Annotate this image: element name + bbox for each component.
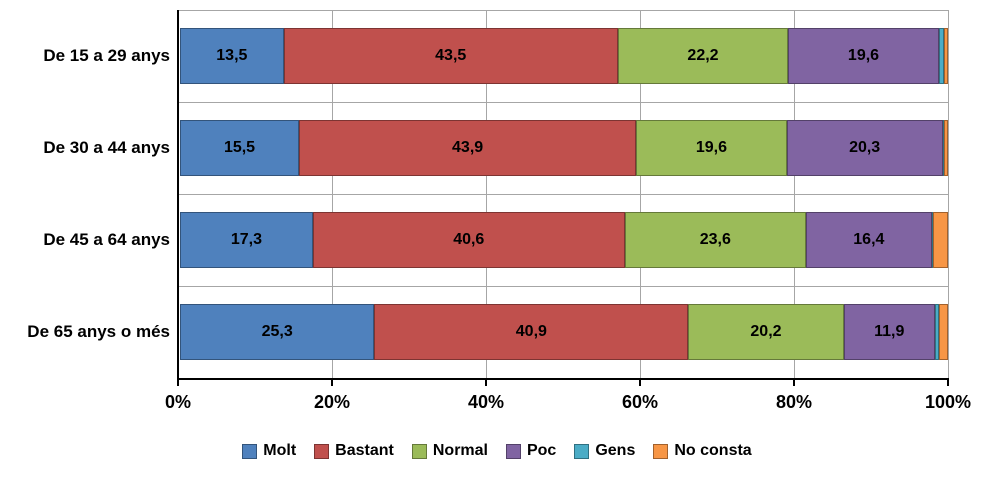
- segment-value-label: 43,5: [435, 47, 467, 64]
- legend-label: Gens: [595, 442, 636, 459]
- x-axis: 0% 20% 40% 60% 80% 100%: [0, 392, 994, 416]
- bar-segment-normal: 22,2: [617, 28, 789, 84]
- bar-row: De 15 a 29 anys 13,5 43,5 22,2 19,6: [0, 10, 948, 102]
- bar-segment-poc: 19,6: [788, 28, 939, 84]
- segment-value-label: 23,6: [699, 231, 731, 248]
- segment-value-label: 16,4: [853, 231, 885, 248]
- axis-tick: [947, 380, 949, 386]
- bar-segment-poc: 16,4: [805, 212, 932, 268]
- plot-rows: De 15 a 29 anys 13,5 43,5 22,2 19,6 De 30 a 4…: [0, 10, 948, 378]
- x-axis-line: [177, 378, 949, 380]
- bar-segment-gens: [931, 212, 934, 268]
- gridline-horizontal: [178, 194, 948, 195]
- segment-value-label: 25,3: [261, 323, 293, 340]
- bar-segment-gens: [942, 120, 945, 176]
- segment-value-label: 22,2: [687, 47, 719, 64]
- x-tick-label: 80%: [775, 392, 813, 412]
- segment-value-label: 13,5: [216, 47, 248, 64]
- bar-segment-normal: 20,2: [688, 304, 844, 360]
- bar-segment-normal: 23,6: [624, 212, 806, 268]
- segment-value-label: 17,3: [230, 231, 262, 248]
- bar-segment-molt: 13,5: [180, 28, 284, 84]
- category-label: De 65 anys o més: [27, 322, 170, 341]
- legend-item-poc: Poc: [505, 442, 557, 460]
- legend-item-no-consta: No consta: [653, 442, 752, 460]
- gridline-horizontal: [178, 10, 948, 11]
- bar-segment-molt: 17,3: [180, 212, 313, 268]
- segment-value-label: 11,9: [874, 323, 905, 340]
- segment-value-label: 19,6: [847, 47, 880, 64]
- legend-label: Bastant: [335, 442, 394, 459]
- legend-item-gens: Gens: [574, 442, 635, 460]
- bar-segment-gens: [934, 304, 939, 360]
- gridline-horizontal: [178, 102, 948, 103]
- legend-label: No consta: [674, 442, 752, 459]
- bar-row: De 65 anys o més 25,3 40,9 20,2 11,9: [0, 286, 948, 378]
- bar-segment-no-consta: [933, 212, 948, 268]
- stacked-bar: 15,5 43,9 19,6 20,3: [180, 120, 948, 176]
- stacked-bar: 17,3 40,6 23,6 16,4: [180, 212, 948, 268]
- stacked-bar: 25,3 40,9 20,2 11,9: [180, 304, 948, 360]
- gridline-vertical: [948, 10, 949, 379]
- bar-segment-normal: 19,6: [636, 120, 787, 176]
- bar-segment-bastant: 43,5: [283, 28, 618, 84]
- x-tick-label: 40%: [467, 392, 505, 412]
- legend-swatch: [574, 443, 590, 459]
- segment-value-label: 20,2: [750, 323, 782, 340]
- bar-track: 15,5 43,9 19,6 20,3: [180, 102, 948, 194]
- segment-value-label: 43,9: [452, 139, 484, 156]
- bar-segment-gens: [938, 28, 945, 84]
- axis-tick: [177, 380, 179, 386]
- bar-segment-bastant: 43,9: [299, 120, 637, 176]
- segment-value-label: 20,3: [849, 139, 881, 156]
- bar-segment-poc: 11,9: [843, 304, 935, 360]
- legend-swatch: [411, 443, 427, 459]
- bar-row: De 30 a 44 anys 15,5 43,9 19,6 20,3: [0, 102, 948, 194]
- axis-tick: [331, 380, 333, 386]
- bar-segment-no-consta: [944, 120, 948, 176]
- legend-swatch: [653, 443, 669, 459]
- stacked-bar: 13,5 43,5 22,2 19,6: [180, 28, 948, 84]
- legend-label: Normal: [432, 442, 488, 459]
- segment-value-label: 40,9: [515, 323, 547, 340]
- legend-item-molt: Molt: [242, 442, 296, 460]
- axis-tick: [793, 380, 795, 386]
- bar-segment-molt: 15,5: [180, 120, 300, 176]
- legend-item-bastant: Bastant: [314, 442, 394, 460]
- legend-label: Poc: [526, 442, 557, 459]
- category-label: De 45 a 64 anys: [43, 230, 170, 249]
- legend-label: Molt: [263, 442, 297, 459]
- legend-swatch: [314, 443, 330, 459]
- y-axis-line: [177, 10, 179, 380]
- bar-track: 25,3 40,9 20,2 11,9: [180, 286, 948, 378]
- x-tick-label: 20%: [313, 392, 351, 412]
- segment-value-label: 40,6: [453, 231, 485, 248]
- segment-value-label: 19,6: [695, 139, 727, 156]
- bar-segment-poc: 20,3: [786, 120, 943, 176]
- bar-segment-bastant: 40,6: [312, 212, 625, 268]
- category-label: De 30 a 44 anys: [43, 138, 170, 157]
- legend-item-normal: Normal: [411, 442, 488, 460]
- bar-track: 13,5 43,5 22,2 19,6: [180, 10, 948, 102]
- axis-tick: [485, 380, 487, 386]
- category-label: De 15 a 29 anys: [43, 46, 170, 65]
- bar-segment-molt: 25,3: [180, 304, 375, 360]
- x-tick-label: 100%: [924, 392, 972, 412]
- axis-tick: [639, 380, 641, 386]
- legend: Molt Bastant Normal Poc Gens No consta: [0, 442, 994, 460]
- bar-segment-no-consta: [944, 28, 948, 84]
- x-tick-label: 60%: [621, 392, 659, 412]
- bar-segment-bastant: 40,9: [374, 304, 689, 360]
- x-tick-label: 0%: [164, 392, 192, 412]
- bar-row: De 45 a 64 anys 17,3 40,6 23,6 16,4: [0, 194, 948, 286]
- gridline-horizontal: [178, 286, 948, 287]
- bar-track: 17,3 40,6 23,6 16,4: [180, 194, 948, 286]
- bar-segment-no-consta: [938, 304, 948, 360]
- legend-swatch: [505, 443, 521, 459]
- legend-swatch: [242, 443, 258, 459]
- segment-value-label: 15,5: [223, 139, 256, 156]
